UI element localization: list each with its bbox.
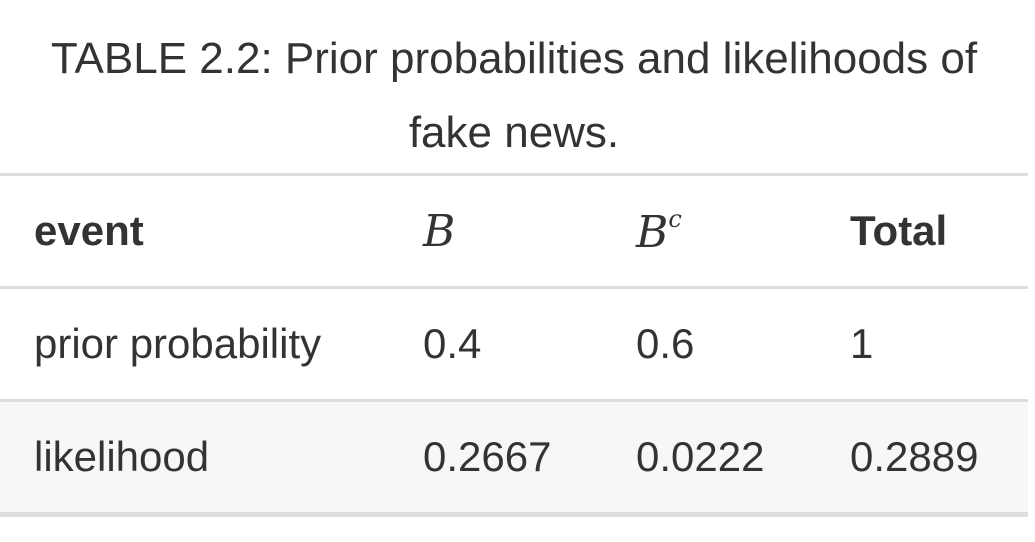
header-b: B <box>423 174 636 289</box>
header-row: event B Bc Total <box>0 174 1028 289</box>
header-b-complement-base: B <box>636 206 669 258</box>
header-total: Total <box>850 174 1028 289</box>
cell-total: 1 <box>850 287 1028 402</box>
cell-event: likelihood <box>0 400 423 517</box>
probability-table: event B Bc Total prior probability 0.4 0… <box>0 173 1028 517</box>
table-body: prior probability 0.4 0.6 1 likelihood 0… <box>0 287 1028 517</box>
caption-line-2: fake news. <box>408 108 620 157</box>
cell-b-complement: 0.0222 <box>636 400 850 517</box>
header-b-complement-sup: c <box>668 204 682 233</box>
table-row: likelihood 0.2667 0.0222 0.2889 <box>0 400 1028 517</box>
header-event: event <box>0 174 423 289</box>
table-header: event B Bc Total <box>0 174 1028 289</box>
cell-b: 0.2667 <box>423 400 636 517</box>
cell-event: prior probability <box>0 287 423 402</box>
header-b-complement: Bc <box>636 174 850 289</box>
table-row: prior probability 0.4 0.6 1 <box>0 287 1028 402</box>
cell-b-complement: 0.6 <box>636 287 850 402</box>
caption-line-1: TABLE 2.2: Prior probabilities and likel… <box>50 34 978 83</box>
cell-b: 0.4 <box>423 287 636 402</box>
table-caption: TABLE 2.2: Prior probabilities and likel… <box>0 22 1028 170</box>
cell-total: 0.2889 <box>850 400 1028 517</box>
